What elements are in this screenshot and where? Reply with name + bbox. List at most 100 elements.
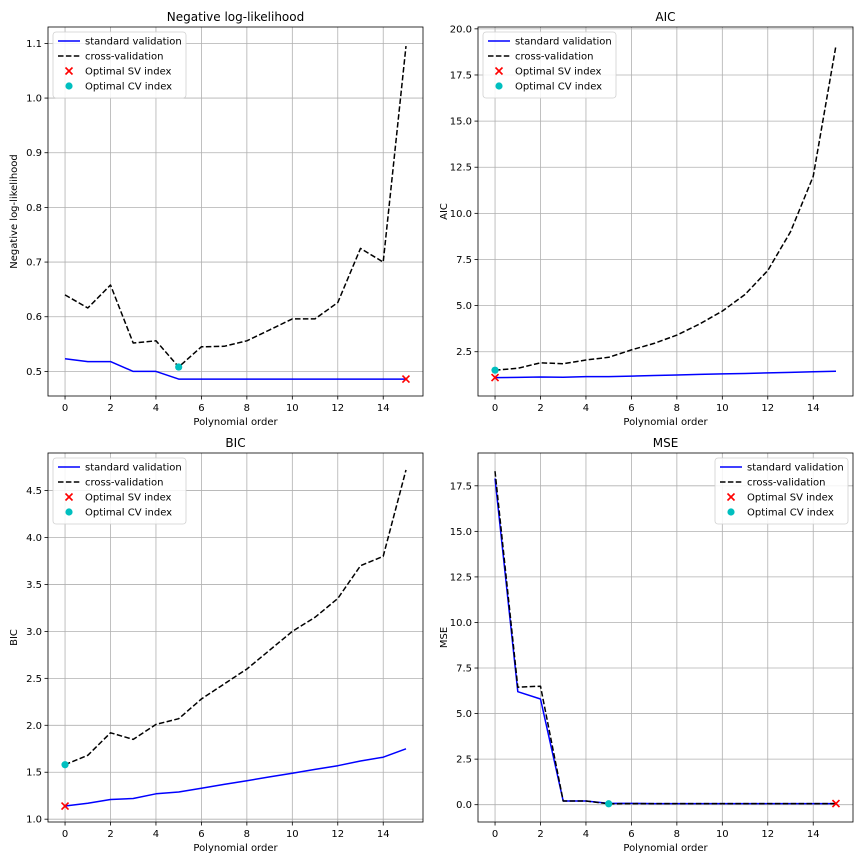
chart3-xlabel: Polynomial order xyxy=(623,843,708,854)
chart1-xtick-label-5: 10 xyxy=(716,403,729,414)
chart1-xtick-label-7: 14 xyxy=(807,403,820,414)
chart1-legend-swatch-optimal-sv-index xyxy=(494,66,504,76)
chart3-legend-swatch-optimal-sv-index xyxy=(726,492,736,502)
chart0-legend: standard validation cross-validation Optim… xyxy=(52,31,187,99)
chart2-xtick-label-1: 2 xyxy=(107,829,113,840)
chart1-ytick-label-0: 2.5 xyxy=(456,347,472,358)
chart1-xtick-label-4: 8 xyxy=(674,403,680,414)
chart1-ytick-label-7: 20.0 xyxy=(450,24,472,35)
chart0-legend-swatch-optimal-sv-index-b xyxy=(64,66,74,76)
chart3-optimal-cv-marker xyxy=(605,800,613,808)
chart0-xlabel: Polynomial order xyxy=(193,417,278,428)
chart1-ytick-label-1: 5.0 xyxy=(456,301,472,312)
chart3-ytick-label-2: 5.0 xyxy=(456,709,472,720)
chart1-axes-frame xyxy=(477,26,854,397)
chart3-legend-box xyxy=(714,457,849,525)
chart1-ytick-label-3: 10.0 xyxy=(450,209,472,220)
chart0-title: Negative log-likelihood xyxy=(167,10,304,24)
chart3-xtick-label-7: 14 xyxy=(807,829,820,840)
chart2-legend-swatch-optimal-sv-index-b xyxy=(64,492,74,502)
chart2-legend-swatch-optimal-cv-index xyxy=(65,508,73,516)
chart1-optimal-cv-marker xyxy=(491,366,499,374)
chart3-optimal-sv-marker-stroke-b xyxy=(831,799,841,808)
chart1-optimal-sv-marker-stroke-b xyxy=(490,373,500,382)
chart3-legend-swatch-optimal-cv-index xyxy=(727,508,735,516)
chart3-legend-label-standard-validation: standard validation xyxy=(747,463,844,474)
chart1-series-cross-validation-line xyxy=(494,45,837,371)
chart2-legend: standard validation cross-validation Optim… xyxy=(52,457,187,525)
subplot-mse: 0 2 4 6 8 10 12 14 0.0 2.5 5.0 7.5 10.0 12.5 15.0 17.5 M… xyxy=(439,436,854,854)
chart1-title: AIC xyxy=(655,10,675,24)
chart1-xtick-label-2: 4 xyxy=(583,403,589,414)
chart3-ytick-label-4: 10.0 xyxy=(450,618,472,629)
chart2-legend-label-cross-validation: cross-validation xyxy=(85,478,164,489)
chart0-xtick-label-0: 0 xyxy=(62,403,68,414)
chart3-xtick-label-1: 2 xyxy=(537,829,543,840)
chart2-series-standard-validation-line xyxy=(64,748,407,807)
chart1-ytick-label-5: 15.0 xyxy=(450,117,472,128)
chart2-xtick-label-3: 6 xyxy=(198,829,204,840)
chart2-ytick-label-3: 2.5 xyxy=(26,674,42,685)
chart0-legend-label-optimal-sv-index: Optimal SV index xyxy=(85,67,172,78)
chart0-legend-label-optimal-cv-index: Optimal CV index xyxy=(85,82,172,93)
chart1-ytick-label-6: 17.5 xyxy=(450,70,472,81)
chart2-ytick-label-2: 2.0 xyxy=(26,721,42,732)
chart3-title: MSE xyxy=(653,436,679,450)
chart0-series-cross-validation-line xyxy=(64,46,407,368)
chart1-legend-label-cross-validation: cross-validation xyxy=(515,52,594,63)
chart0-ytick-label-1: 0.6 xyxy=(26,312,42,323)
chart3-axes-frame xyxy=(477,452,854,823)
chart2-xtick-label-4: 8 xyxy=(244,829,250,840)
chart3-series-cross-validation-line xyxy=(494,471,836,805)
chart2-xtick-label-0: 0 xyxy=(62,829,68,840)
chart1-legend-swatch-optimal-sv-index-b xyxy=(494,66,504,76)
subplot-aic: 0 2 4 6 8 10 12 14 2.5 5.0 7.5 10.0 12.5 15.0 17.5 20.0… xyxy=(439,10,854,428)
chart3-xtick-label-6: 12 xyxy=(761,829,774,840)
subplot-nll: 0 2 4 6 8 10 12 14 0.5 0.6 0.7 0.8 0.9 1.0 1.1 Negative… xyxy=(9,10,424,428)
chart2-optimal-cv-marker xyxy=(61,761,69,769)
chart1-ytick-label-2: 7.5 xyxy=(456,255,472,266)
chart1-legend-label-standard-validation: standard validation xyxy=(515,37,612,48)
chart1-xtick-label-3: 6 xyxy=(628,403,634,414)
chart1-series-standard-validation-line xyxy=(494,370,837,379)
chart2-xtick-label-7: 14 xyxy=(377,829,390,840)
chart0-ytick-label-0: 0.5 xyxy=(26,367,42,378)
chart0-legend-swatch-optimal-cv-index xyxy=(65,82,73,90)
chart1-xtick-label-6: 12 xyxy=(761,403,774,414)
chart1-legend: standard validation cross-validation Optim… xyxy=(482,31,617,99)
chart3-legend: standard validation cross-validation Optim… xyxy=(714,457,849,525)
chart0-legend-swatch-optimal-sv-index xyxy=(64,66,74,76)
chart0-optimal-cv-marker xyxy=(175,363,183,371)
chart3-xtick-label-0: 0 xyxy=(492,829,498,840)
chart0-xtick-label-7: 14 xyxy=(377,403,390,414)
chart3-xtick-label-5: 10 xyxy=(716,829,729,840)
chart0-legend-box xyxy=(52,31,187,99)
chart1-legend-box xyxy=(482,31,617,99)
chart0-xtick-label-2: 4 xyxy=(153,403,159,414)
chart1-ylabel: AIC xyxy=(439,203,450,220)
chart0-legend-label-cross-validation: cross-validation xyxy=(85,52,164,63)
chart0-xtick-label-4: 8 xyxy=(244,403,250,414)
chart0-optimal-sv-marker-stroke-b xyxy=(401,374,411,384)
chart2-ylabel: BIC xyxy=(9,629,20,646)
chart0-ytick-label-6: 1.1 xyxy=(26,39,42,50)
chart0-xtick-label-3: 6 xyxy=(198,403,204,414)
chart0-ytick-label-2: 0.7 xyxy=(26,258,42,269)
subplot-bic: 0 2 4 6 8 10 12 14 1.0 1.5 2.0 2.5 3.0 3.5 4.0 4.5 BIC Po… xyxy=(9,436,424,854)
chart3-legend-label-optimal-sv-index: Optimal SV index xyxy=(747,493,834,504)
chart3-optimal-sv-marker xyxy=(831,799,841,808)
chart3-ylabel: MSE xyxy=(439,627,450,648)
chart2-legend-label-standard-validation: standard validation xyxy=(85,463,182,474)
chart1-xtick-label-0: 0 xyxy=(492,403,498,414)
chart0-series-standard-validation-line xyxy=(64,358,406,380)
chart0-axes-frame xyxy=(47,26,424,397)
chart3-ytick-label-0: 0.0 xyxy=(456,800,472,811)
chart2-legend-box xyxy=(52,457,187,525)
chart3-series-standard-validation-line xyxy=(494,478,836,805)
chart0-ytick-label-5: 1.0 xyxy=(26,94,42,105)
chart3-ytick-label-3: 7.5 xyxy=(456,664,472,675)
chart1-legend-label-optimal-sv-index: Optimal SV index xyxy=(515,67,602,78)
chart0-ytick-label-3: 0.8 xyxy=(26,203,42,214)
chart1-optimal-sv-marker xyxy=(490,373,500,382)
chart1-legend-swatch-optimal-cv-index xyxy=(495,82,503,90)
